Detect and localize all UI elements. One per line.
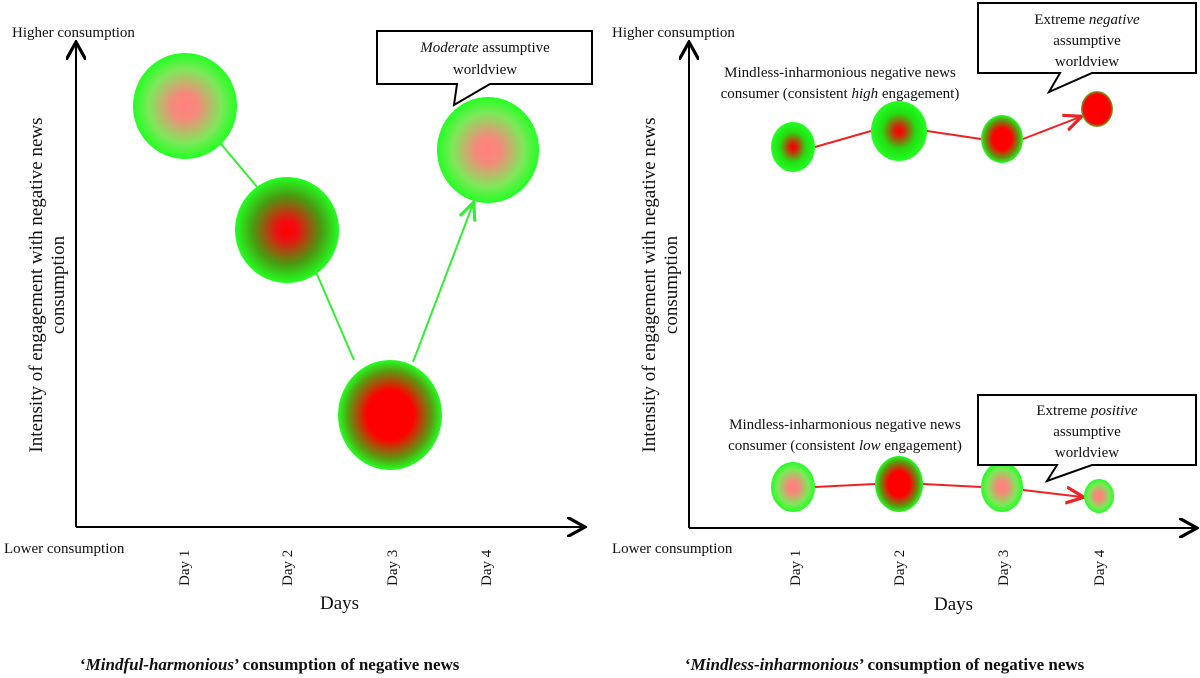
- callout-text-line1: Extreme negative: [1034, 12, 1140, 28]
- day3-bubble: [338, 360, 442, 470]
- day-tick-label: Day 3: [385, 550, 401, 586]
- high-day3-bubble: [981, 115, 1023, 163]
- callout-text-line2: assumptive: [1053, 33, 1121, 49]
- callout-text-line2: worldview: [453, 62, 517, 78]
- low-group-label-line2: consumer (consistent low engagement): [728, 438, 962, 454]
- callout-box: [376, 30, 593, 107]
- callout-box: [977, 2, 1197, 95]
- low-day2-bubble: [875, 456, 923, 512]
- x-axis-label: Days: [934, 594, 973, 615]
- day-tick-label: Day 2: [892, 550, 908, 586]
- left-caption: ‘Mindful-harmonious’ consumption of nega…: [80, 655, 460, 674]
- y-axis-label-line2: consumption: [48, 235, 69, 334]
- callout-text-line1: Extreme positive: [1036, 403, 1138, 419]
- x-axis-label: Days: [320, 593, 359, 614]
- lower-consumption-label: Lower consumption: [4, 541, 125, 557]
- right-caption: ‘Mindless-inharmonious’ consumption of n…: [685, 655, 1085, 674]
- high-day1-bubble: [771, 122, 815, 172]
- day-tick-label: Day 3: [996, 550, 1012, 586]
- y-axis-label-line2: consumption: [661, 235, 682, 334]
- higher-consumption-label: Higher consumption: [12, 25, 135, 41]
- connector-line: [220, 143, 259, 189]
- lower-consumption-label: Lower consumption: [612, 541, 733, 557]
- y-axis-label-line1: Intensity of engagement with negative ne…: [26, 117, 47, 452]
- callout-text-line1: Moderate assumptive: [419, 40, 550, 56]
- connector-arrow: [1022, 490, 1082, 497]
- low-day1-bubble: [771, 462, 815, 512]
- day-tick-label: Day 4: [1092, 549, 1108, 586]
- y-axis-label-line1: Intensity of engagement with negative ne…: [639, 117, 660, 452]
- callout-text-line2: assumptive: [1053, 424, 1121, 440]
- callout-text-line3: worldview: [1055, 445, 1119, 461]
- right-panel: Higher consumption Lower consumption Int…: [612, 2, 1197, 674]
- callout-text-line3: worldview: [1055, 54, 1119, 70]
- connector-line: [926, 130, 982, 140]
- low-day3-bubble: [981, 462, 1023, 512]
- connector-line: [315, 271, 355, 361]
- left-panel: Higher consumption Lower consumption Int…: [4, 25, 593, 674]
- higher-consumption-label: Higher consumption: [612, 25, 735, 41]
- connector-arrow: [412, 204, 473, 363]
- low-day4-bubble: [1084, 479, 1114, 513]
- low-group-label-line1: Mindless-inharmonious negative news: [729, 417, 961, 433]
- connector-line: [814, 483, 876, 488]
- day-tick-label: Day 4: [479, 549, 495, 586]
- high-group-label-line2: consumer (consistent high engagement): [721, 86, 960, 102]
- high-day4-bubble: [1081, 91, 1113, 127]
- day-tick-label: Day 1: [177, 550, 193, 586]
- day-tick-label: Day 2: [280, 550, 296, 586]
- connector-arrow: [1022, 117, 1080, 140]
- connector-line: [814, 130, 872, 148]
- day1-bubble: [133, 53, 237, 159]
- day2-bubble: [235, 177, 339, 283]
- callout-box: [977, 394, 1197, 483]
- day4-bubble: [437, 97, 539, 203]
- day-tick-label: Day 1: [788, 550, 804, 586]
- connector-line: [922, 483, 982, 488]
- high-day2-bubble: [871, 101, 927, 161]
- high-group-label-line1: Mindless-inharmonious negative news: [724, 65, 956, 81]
